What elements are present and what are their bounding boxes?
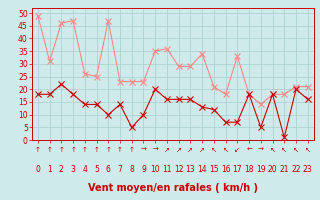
Text: 8: 8 bbox=[129, 164, 134, 173]
Text: ↗: ↗ bbox=[164, 147, 170, 153]
Text: 3: 3 bbox=[71, 164, 76, 173]
Text: 14: 14 bbox=[197, 164, 207, 173]
Text: 20: 20 bbox=[268, 164, 277, 173]
Text: ↖: ↖ bbox=[281, 147, 287, 153]
Text: ↑: ↑ bbox=[82, 147, 88, 153]
Text: 9: 9 bbox=[141, 164, 146, 173]
Text: Vent moyen/en rafales ( km/h ): Vent moyen/en rafales ( km/h ) bbox=[88, 183, 258, 193]
Text: 0: 0 bbox=[36, 164, 40, 173]
Text: ↑: ↑ bbox=[58, 147, 64, 153]
Text: 11: 11 bbox=[162, 164, 172, 173]
Text: →: → bbox=[258, 147, 264, 153]
Text: ↑: ↑ bbox=[70, 147, 76, 153]
Text: 19: 19 bbox=[256, 164, 266, 173]
Text: ←: ← bbox=[246, 147, 252, 153]
Text: 15: 15 bbox=[209, 164, 219, 173]
Text: 22: 22 bbox=[291, 164, 301, 173]
Text: ↖: ↖ bbox=[211, 147, 217, 153]
Text: 1: 1 bbox=[47, 164, 52, 173]
Text: 4: 4 bbox=[82, 164, 87, 173]
Text: 17: 17 bbox=[233, 164, 242, 173]
Text: 23: 23 bbox=[303, 164, 313, 173]
Text: 7: 7 bbox=[117, 164, 123, 173]
Text: 2: 2 bbox=[59, 164, 64, 173]
Text: ↑: ↑ bbox=[35, 147, 41, 153]
Text: 13: 13 bbox=[186, 164, 195, 173]
Text: ↑: ↑ bbox=[93, 147, 100, 153]
Text: ↗: ↗ bbox=[188, 147, 193, 153]
Text: ↗: ↗ bbox=[199, 147, 205, 153]
Text: ↖: ↖ bbox=[293, 147, 299, 153]
Text: 12: 12 bbox=[174, 164, 183, 173]
Text: ↑: ↑ bbox=[117, 147, 123, 153]
Text: 16: 16 bbox=[221, 164, 230, 173]
Text: 18: 18 bbox=[244, 164, 254, 173]
Text: ↑: ↑ bbox=[105, 147, 111, 153]
Text: →: → bbox=[140, 147, 147, 153]
Text: ↑: ↑ bbox=[47, 147, 52, 153]
Text: 6: 6 bbox=[106, 164, 111, 173]
Text: ↖: ↖ bbox=[269, 147, 276, 153]
Text: 5: 5 bbox=[94, 164, 99, 173]
Text: ↖: ↖ bbox=[223, 147, 228, 153]
Text: ↖: ↖ bbox=[305, 147, 311, 153]
Text: →: → bbox=[152, 147, 158, 153]
Text: ↙: ↙ bbox=[234, 147, 240, 153]
Text: 10: 10 bbox=[150, 164, 160, 173]
Text: ↑: ↑ bbox=[129, 147, 135, 153]
Text: ↗: ↗ bbox=[176, 147, 182, 153]
Text: 21: 21 bbox=[279, 164, 289, 173]
